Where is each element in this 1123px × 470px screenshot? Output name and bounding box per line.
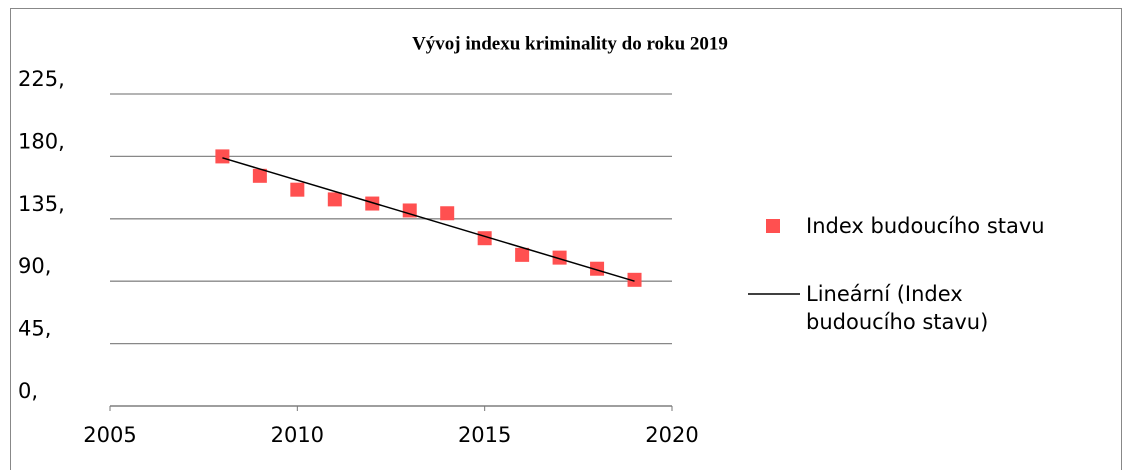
scatter-point bbox=[590, 261, 605, 276]
x-tick-label: 2020 bbox=[645, 423, 698, 447]
y-tick-label: 135, bbox=[18, 192, 65, 216]
scatter-point bbox=[290, 182, 305, 197]
scatter-point bbox=[215, 149, 230, 164]
scatter-point bbox=[627, 272, 642, 287]
x-tick-label: 2005 bbox=[83, 423, 136, 447]
x-tick-label: 2010 bbox=[271, 423, 324, 447]
scatter-point bbox=[440, 206, 455, 221]
legend-label: Lineární (Index budoucího stavu) bbox=[806, 282, 989, 334]
y-tick-label: 225, bbox=[18, 67, 65, 91]
y-tick-label: 90, bbox=[18, 254, 51, 278]
scatter-point bbox=[552, 250, 567, 265]
legend-marker bbox=[766, 219, 780, 233]
legend-label: Index budoucího stavu bbox=[806, 214, 1045, 238]
y-tick-label: 180, bbox=[18, 129, 65, 153]
x-tick-label: 2015 bbox=[458, 423, 511, 447]
scatter-point bbox=[365, 196, 380, 211]
scatter-point bbox=[515, 247, 530, 262]
y-tick-label: 45, bbox=[18, 317, 51, 341]
y-tick-label: 0, bbox=[18, 379, 38, 403]
chart-title: Vývoj indexu kriminality do roku 2019 bbox=[412, 33, 728, 54]
scatter-point bbox=[252, 168, 267, 183]
trend-line bbox=[222, 157, 635, 282]
scatter-point bbox=[327, 192, 342, 207]
scatter-point bbox=[402, 203, 417, 218]
chart-frame bbox=[10, 8, 1122, 470]
